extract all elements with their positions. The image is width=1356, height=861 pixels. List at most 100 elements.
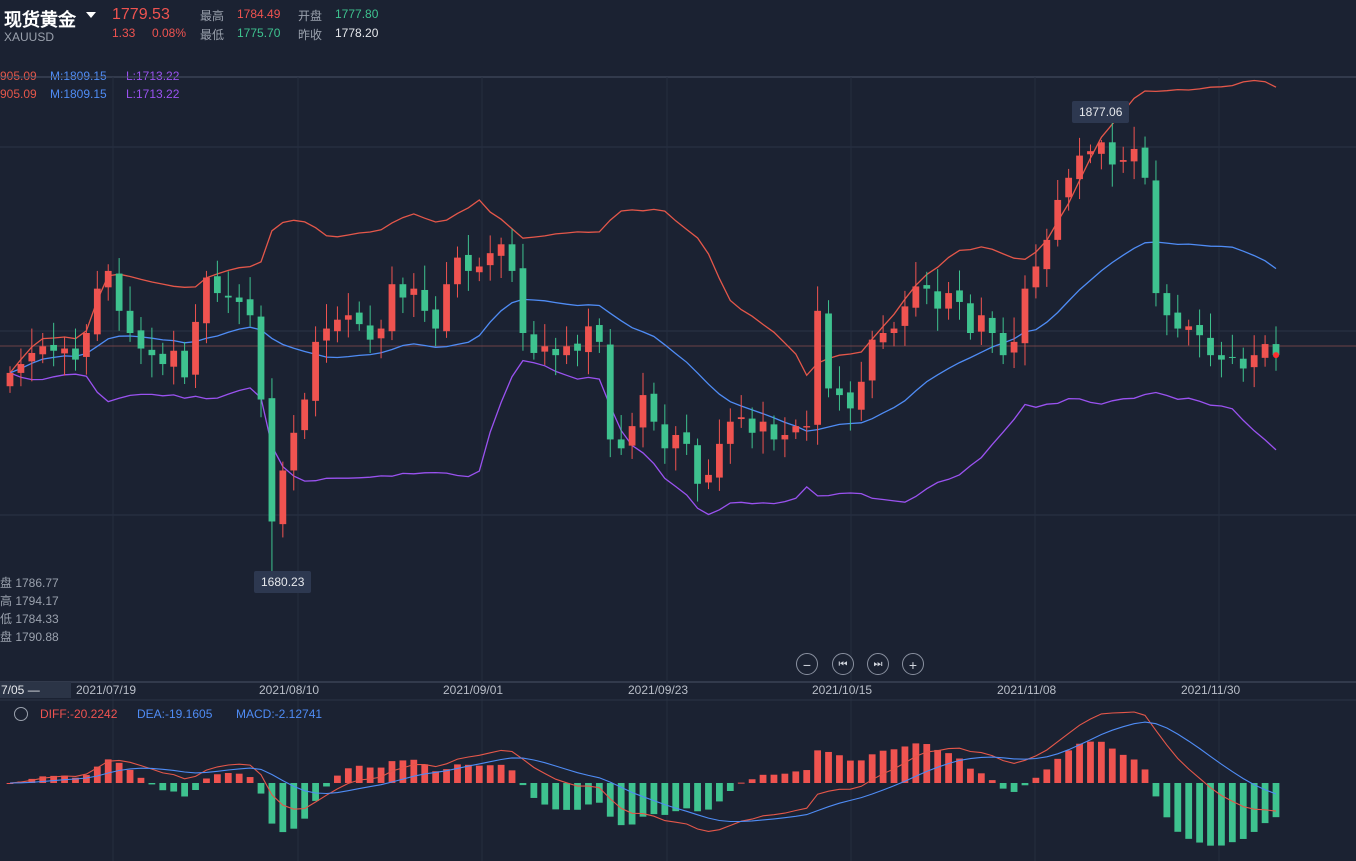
candle-body [170,350,178,367]
macd-bar [683,783,691,809]
macd-bar [716,783,723,802]
open-label: 开盘 [298,9,323,23]
candle-body [1174,312,1182,329]
macd-bar [83,775,90,783]
candle-body [1043,239,1051,270]
candle-body [661,424,669,449]
grid [0,76,1356,861]
candle-body [399,284,407,298]
zoom-out-button[interactable]: − [796,653,818,675]
scroll-end-button[interactable]: ⏭ [867,653,889,675]
x-tick-label: 2021/09/01 [443,683,504,697]
macd-bar [923,744,931,783]
candle-body [72,348,79,360]
macd-bar [661,783,669,815]
macd-bar [770,774,778,783]
candle-body [890,328,898,333]
candle-body [432,309,440,329]
macd-bar [224,772,232,783]
candle-body [617,439,625,449]
macd-bar [115,762,123,783]
candle-body [203,277,210,324]
macd-bar [999,783,1007,789]
candle-body [443,284,450,332]
candle-body [977,315,985,332]
candle-body [988,317,996,333]
macd-bar [268,783,276,824]
macd-bar [1152,783,1160,797]
macd-bar [1218,783,1225,846]
macd-bar [672,783,680,812]
candle-body [1152,180,1160,294]
macd-bar [1097,741,1105,783]
candle-body [901,306,909,326]
macd-bar [377,767,385,783]
macd-bar [399,760,407,783]
candle-body [410,288,418,295]
candle-body [1272,344,1280,356]
macd-bar [432,771,440,783]
macd-bar [235,773,243,783]
macd-bar [1185,783,1193,839]
candle-body [1087,151,1094,155]
candle-body [846,392,854,409]
candle-body [246,299,254,316]
macd-bar [705,783,712,810]
candle-body [814,310,822,425]
boll-lower-line [9,359,1277,516]
macd-bar [934,749,942,783]
candle-body [1141,147,1149,178]
instrument-code: XAUUSD [4,30,55,44]
candle-body [628,426,636,446]
boll-lower-2: L:1713.22 [126,87,180,101]
macd-bar [781,773,789,783]
scroll-start-button[interactable]: ⏮ [832,653,854,675]
macd-bar [956,758,963,783]
candle-body [148,349,156,356]
macd-bar [28,778,36,783]
macd-bar [1119,754,1127,783]
macd-bar [726,783,734,792]
candle-body [879,333,887,343]
candle-body [388,284,396,332]
zoom-in-button[interactable]: + [902,653,924,675]
boll-mid-2: M:1809.15 [50,87,107,101]
candle-body [705,474,712,483]
candle-body [104,270,112,288]
crosshair-date: 7/05 — [0,682,71,698]
candle-body [1065,177,1073,198]
macd-bar [137,777,145,783]
macd-bar [104,759,112,783]
candle-body [126,310,134,333]
candle-body [1021,288,1029,344]
macd-bar [508,770,516,783]
candle-body [464,254,472,271]
macd-bar [574,783,581,810]
macd-bar [290,783,298,829]
macd-bar [443,769,450,783]
candle-body [454,257,461,285]
candle-body [552,348,560,356]
macd-bar [355,765,363,783]
gear-icon[interactable] [14,707,28,721]
macd-bar [39,776,47,783]
macd-bar [1043,769,1051,783]
macd-bar [846,760,854,783]
macd-bar [6,783,14,784]
candle-body [923,285,931,289]
candle-body [999,333,1007,356]
instrument-title[interactable]: 现货黄金 [4,10,76,30]
boll-upper-2: 905.09 [0,87,37,101]
candle-body [683,432,691,444]
macd-bar [464,764,472,783]
candle-body [1032,266,1040,288]
chevron-down-icon[interactable] [86,12,96,18]
candle-body [323,328,330,341]
macd-bar [977,773,985,783]
candle-body [421,289,429,311]
macd-bar [890,749,898,783]
current-price-dot [1273,352,1279,359]
max-price-tooltip: 1877.06 [1072,101,1130,123]
candle-body [574,343,581,351]
